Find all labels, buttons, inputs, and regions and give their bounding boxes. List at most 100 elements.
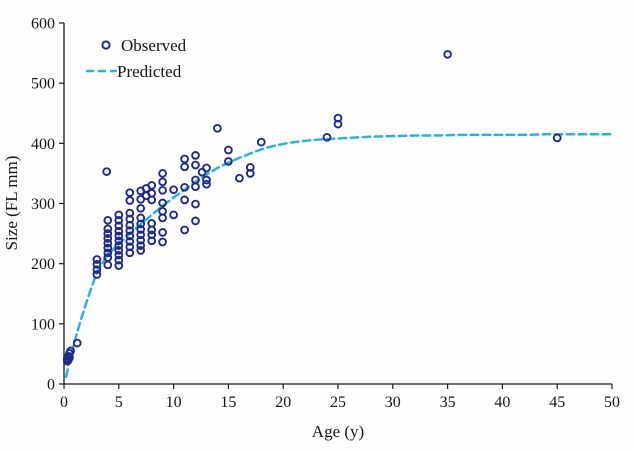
legend-item-predicted: Predicted [86, 62, 182, 81]
observed-point [103, 234, 113, 243]
x-tick-label: 20 [275, 394, 291, 411]
observed-point [136, 203, 146, 213]
x-tick-label: 10 [166, 394, 182, 411]
x-tick-label: 30 [385, 394, 401, 411]
observed-point [66, 346, 75, 356]
x-tick-label: 45 [549, 394, 565, 411]
observed-point [125, 248, 135, 258]
observed-point [147, 195, 157, 205]
observed-point [136, 241, 146, 250]
observed-point [103, 224, 113, 234]
legend-label-predicted: Predicted [117, 62, 182, 81]
observed-point [147, 181, 157, 190]
y-tick-label: 500 [31, 76, 55, 93]
observed-point [213, 123, 222, 133]
y-tick-label: 300 [31, 196, 55, 213]
observed-point [256, 137, 266, 147]
observed-point [114, 250, 124, 260]
observed-point [202, 175, 211, 185]
observed-point [125, 220, 135, 230]
observed-point [202, 163, 211, 173]
x-tick-label: 25 [330, 394, 346, 411]
y-tick-label: 0 [47, 377, 55, 394]
observed-point [102, 167, 112, 176]
observed-point [103, 215, 113, 225]
observed-point [114, 236, 124, 246]
observed-point [158, 185, 167, 195]
observed-point [202, 179, 211, 189]
observed-points-layer [62, 49, 562, 366]
x-tick-label: 5 [115, 394, 123, 411]
observed-point [72, 338, 82, 348]
observed-marker-icon [101, 40, 111, 50]
observed-point [103, 238, 113, 248]
observed-point [114, 210, 124, 220]
observed-point [158, 177, 167, 187]
observed-point [103, 243, 113, 253]
y-tick-label: 100 [31, 316, 55, 333]
predicted-curve [64, 133, 614, 379]
observed-point [103, 248, 113, 258]
observed-point [169, 185, 178, 195]
observed-point [114, 261, 124, 270]
observed-point [147, 225, 157, 235]
observed-point [191, 151, 200, 160]
x-tick-label: 40 [494, 394, 510, 411]
observed-point [125, 188, 135, 198]
y-tick-label: 400 [31, 136, 55, 153]
observed-point [125, 226, 135, 235]
observed-point [92, 255, 102, 264]
observed-point [136, 235, 146, 245]
y-axis-ticks: 0 100 200 300 400 500 600 [31, 16, 64, 394]
x-axis-ticks: 0 5 10 15 20 25 30 35 40 45 50 [60, 384, 620, 411]
observed-point [180, 162, 189, 172]
y-axis-title: Size (FL mm) [2, 156, 21, 251]
y-tick-label: 200 [31, 256, 55, 273]
x-tick-label: 50 [604, 394, 620, 411]
observed-point [443, 49, 452, 59]
observed-point [114, 255, 124, 265]
predicted-curve-layer [64, 133, 614, 379]
observed-point [103, 229, 113, 238]
observed-point [191, 199, 200, 209]
observed-point [125, 231, 135, 241]
observed-point [92, 259, 102, 269]
observed-point [191, 216, 200, 226]
observed-point [125, 196, 135, 205]
observed-point [552, 133, 562, 143]
observed-point [235, 173, 244, 183]
observed-point [114, 246, 124, 255]
observed-point [136, 246, 146, 255]
observed-point [114, 215, 124, 225]
x-axis-title: Age (y) [312, 422, 364, 441]
observed-point [114, 231, 124, 241]
x-tick-label: 15 [220, 394, 236, 411]
observed-point [158, 228, 167, 237]
x-tick-label: 35 [440, 394, 456, 411]
observed-point [191, 182, 200, 192]
observed-point [103, 260, 113, 270]
x-tick-label: 0 [60, 394, 68, 411]
observed-point [136, 225, 146, 234]
observed-point [92, 270, 102, 279]
observed-point [224, 157, 233, 166]
observed-point [158, 213, 167, 223]
observed-point [158, 237, 167, 247]
observed-point [158, 169, 167, 178]
observed-point [180, 182, 189, 192]
observed-point [147, 236, 157, 246]
observed-point [114, 241, 124, 250]
observed-point [158, 198, 167, 208]
observed-point [136, 230, 146, 240]
observed-point [191, 160, 200, 170]
observed-point [114, 226, 124, 236]
legend: Observed Predicted [86, 36, 187, 81]
observed-point [333, 119, 343, 129]
y-tick-label: 600 [31, 16, 55, 33]
observed-point [180, 225, 189, 235]
observed-point [322, 132, 332, 142]
legend-item-observed: Observed [101, 36, 187, 55]
observed-point [169, 210, 178, 220]
